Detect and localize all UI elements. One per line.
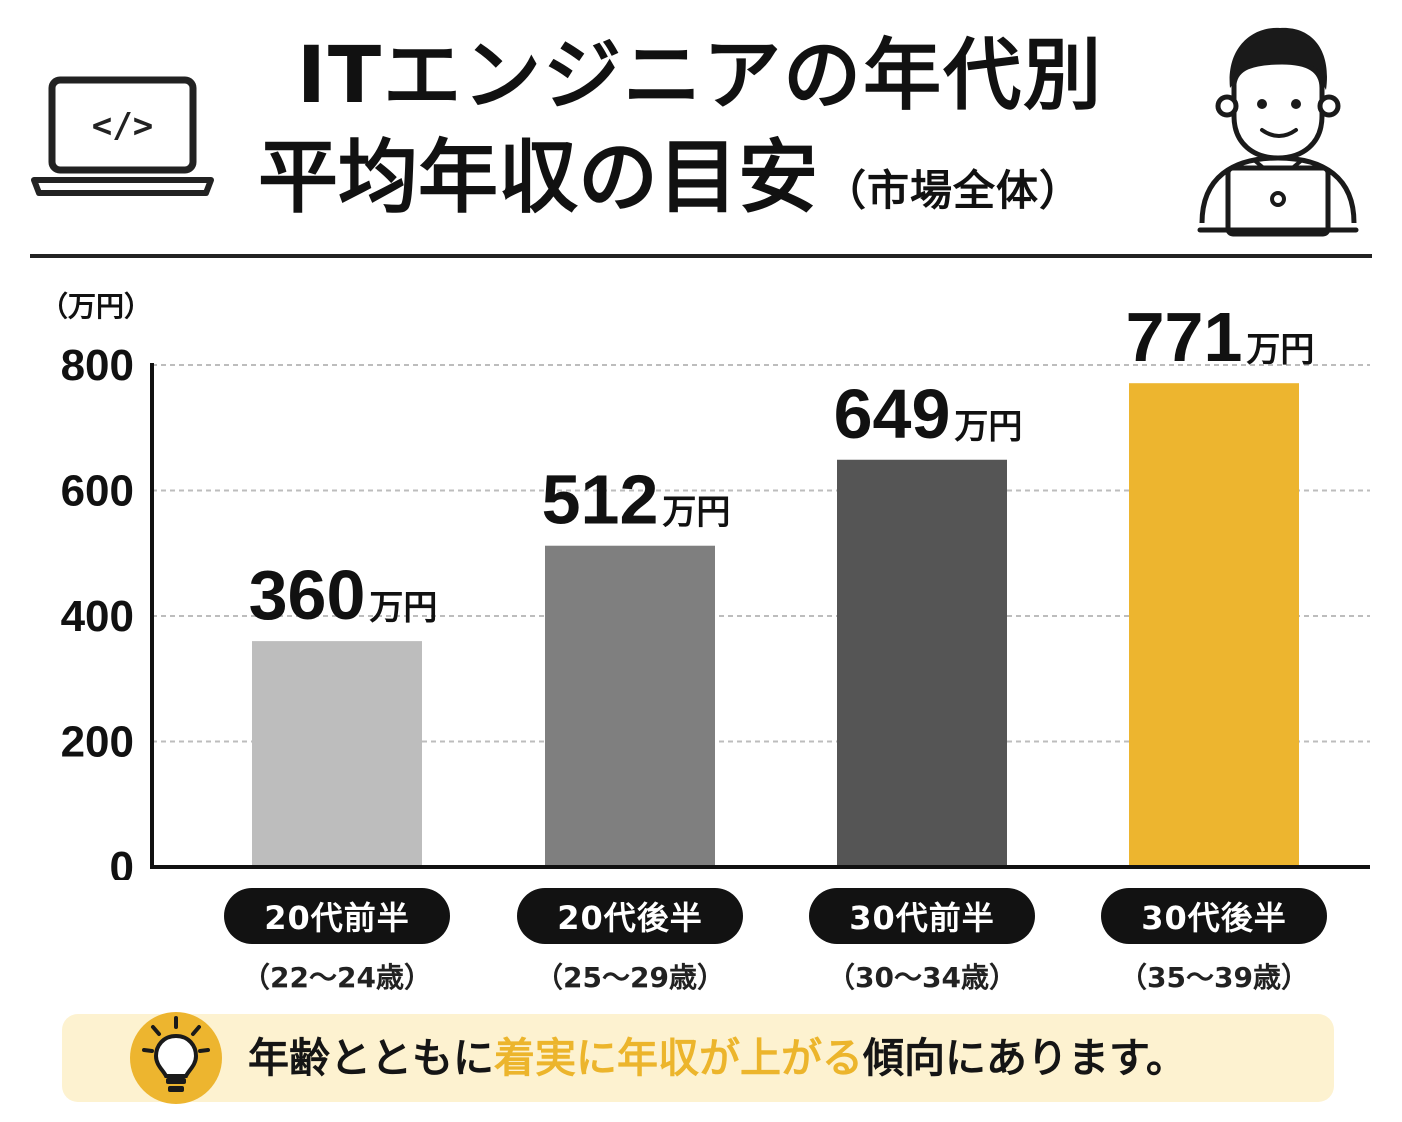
- y-tick-label: 0: [110, 843, 134, 880]
- header-divider: [30, 254, 1372, 258]
- note-prefix: 年齢とともに: [248, 1034, 494, 1082]
- bar-1: [252, 641, 422, 867]
- bar-3: [837, 459, 1007, 867]
- page-title-line2: 平均年収の目安 （市場全体）: [258, 128, 1082, 241]
- data-label-2: 512 万円: [542, 461, 731, 539]
- category-age-range-3: （30〜34歳）: [827, 961, 1017, 994]
- lightbulb-icon: [130, 1012, 222, 1104]
- y-tick-label: 200: [61, 718, 134, 767]
- category-label-1: 20代前半: [224, 888, 450, 944]
- engineer-icon: [1197, 27, 1359, 237]
- bar-4: [1129, 383, 1299, 867]
- page-title-line1: ITエンジニアの年代別: [296, 31, 1104, 121]
- bar-2: [545, 545, 715, 867]
- y-tick-label: 600: [61, 467, 134, 516]
- data-label-4: 771 万円: [1126, 298, 1315, 376]
- category-age-range-4: （35〜39歳）: [1119, 961, 1309, 994]
- category-age-range-1: （22〜24歳）: [242, 961, 432, 994]
- data-label-3: 649 万円: [834, 375, 1023, 453]
- category-age-range-2: （25〜29歳）: [535, 961, 725, 994]
- page-title-main: 平均年収の目安: [258, 131, 818, 224]
- category-label-3: 30代前半: [809, 888, 1035, 944]
- note-text: 年齢とともに着実に年収が上がる傾向にあります。: [248, 1014, 1187, 1102]
- laptop-code-text: </>: [92, 106, 153, 146]
- category-label-2: 20代後半: [517, 888, 743, 944]
- bar-chart: （万円） 0 200 400 600 800 360 万円 512 万円 649 万円 771 万円: [40, 290, 1370, 880]
- note-highlight: 着実に年収が上がる: [494, 1034, 863, 1082]
- category-label-4: 30代後半: [1101, 888, 1327, 944]
- note-box: 年齢とともに着実に年収が上がる傾向にあります。: [62, 1012, 1334, 1104]
- data-label-1: 360 万円: [249, 556, 438, 634]
- note-suffix: 傾向にあります。: [863, 1034, 1187, 1082]
- y-unit-label: （万円）: [40, 290, 152, 323]
- page-title-sub: （市場全体）: [824, 166, 1083, 215]
- y-tick-label: 400: [61, 592, 134, 641]
- y-tick-label: 800: [61, 341, 134, 390]
- laptop-icon: </>: [31, 76, 214, 196]
